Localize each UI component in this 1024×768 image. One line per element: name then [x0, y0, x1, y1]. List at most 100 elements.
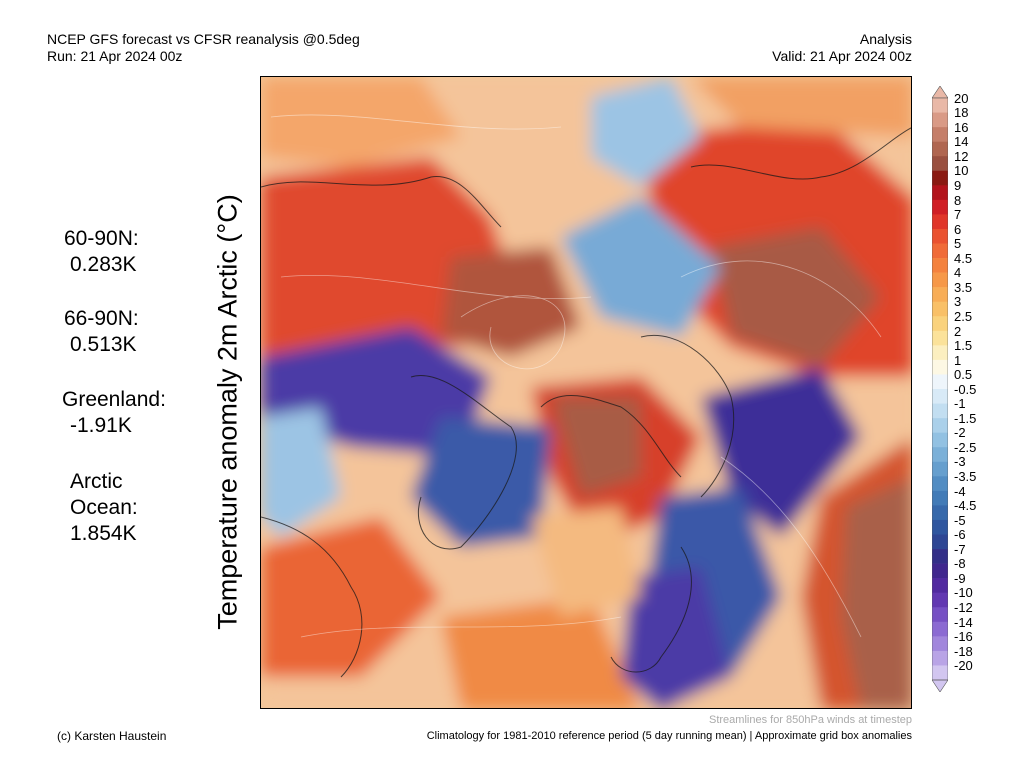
colorbar-swatch — [932, 156, 948, 172]
colorbar-tick-label: -0.5 — [954, 381, 977, 397]
colorbar-swatch — [932, 418, 948, 433]
colorbar-swatch — [932, 228, 948, 244]
colorbar-tick-label: -3 — [954, 454, 966, 470]
colorbar-swatch — [932, 359, 948, 375]
colorbar-swatch — [932, 141, 948, 157]
colorbar-swatch — [932, 549, 948, 564]
colorbar-swatch — [932, 636, 948, 652]
colorbar-tick-label: 16 — [954, 119, 969, 135]
run-label: Run: 21 Apr 2024 00z — [47, 48, 183, 64]
colorbar-tick-label: -1.5 — [954, 410, 977, 426]
colorbar-swatch — [932, 432, 948, 448]
colorbar-tick-label: 20 — [954, 90, 969, 106]
colorbar-swatch — [932, 534, 948, 550]
colorbar-tick-label: 5 — [954, 236, 962, 252]
colorbar-swatch — [932, 563, 948, 579]
colorbar-swatch — [932, 214, 948, 230]
colorbar-tick-label: -4 — [954, 483, 966, 499]
colorbar-max-cap — [932, 86, 948, 99]
colorbar-swatch — [932, 345, 948, 361]
colorbar-swatch — [932, 607, 948, 623]
colorbar-swatch — [932, 185, 948, 201]
colorbar-tick-label: 6 — [954, 221, 962, 237]
colorbar-swatch — [932, 272, 948, 288]
colorbar-swatch — [932, 578, 948, 593]
colorbar-swatch — [932, 199, 948, 215]
colorbar-swatch — [932, 490, 948, 506]
colorbar-tick-label: -3.5 — [954, 469, 977, 484]
climatology-note: Climatology for 1981-2010 reference peri… — [426, 730, 912, 742]
colorbar-swatch — [932, 170, 948, 186]
colorbar-swatch — [932, 461, 948, 477]
stat-arctic-label-2: Ocean: — [70, 496, 138, 519]
colorbar-tick-label: 8 — [954, 192, 962, 208]
colorbar-tick-label: 1.5 — [954, 338, 973, 354]
colorbar-swatch — [932, 243, 948, 259]
copyright: (c) Karsten Haustein — [57, 729, 167, 743]
colorbar — [932, 86, 948, 692]
stat-arctic-label-1: Arctic — [70, 470, 123, 493]
header-left: NCEP GFS forecast vs CFSR reanalysis @0.… — [47, 31, 360, 65]
stat-60-90n-value: 0.283K — [70, 253, 137, 276]
colorbar-tick-label: -2 — [954, 425, 966, 441]
anomaly-map — [260, 76, 912, 709]
colorbar-tick-label: -8 — [954, 556, 966, 572]
colorbar-swatch — [932, 287, 948, 302]
colorbar-tick-label: 0.5 — [954, 367, 973, 383]
stat-60-90n-label: 60-90N: — [64, 227, 139, 250]
colorbar-tick-label: 3 — [954, 294, 962, 310]
map-title: Temperature anomaly 2m Arctic (°C) — [212, 194, 243, 630]
valid-label: Valid: 21 Apr 2024 00z — [772, 48, 912, 64]
title-line-1: NCEP GFS forecast vs CFSR reanalysis @0.… — [47, 31, 360, 47]
colorbar-tick-label: 9 — [954, 178, 962, 193]
colorbar-tick-label: -9 — [954, 570, 966, 586]
stat-arctic-value: 1.854K — [70, 522, 137, 545]
stat-greenland-value: -1.91K — [70, 414, 132, 437]
stat-greenland-label: Greenland: — [62, 388, 166, 411]
colorbar-swatch — [932, 127, 948, 142]
colorbar-swatch — [932, 98, 948, 113]
colorbar-tick-label: 1 — [954, 352, 962, 368]
colorbar-tick-label: -10 — [954, 585, 973, 601]
colorbar-tick-label: 12 — [954, 148, 969, 164]
colorbar-frame — [932, 97, 948, 681]
colorbar-swatch — [932, 476, 948, 492]
colorbar-swatch — [932, 621, 948, 637]
header-right: Analysis Valid: 21 Apr 2024 00z — [772, 31, 912, 65]
colorbar-swatch — [932, 519, 948, 535]
colorbar-swatch — [932, 374, 948, 390]
colorbar-min-cap — [932, 679, 948, 692]
colorbar-swatch — [932, 389, 948, 404]
colorbar-swatch — [932, 316, 948, 332]
colorbar-tick-label: 4.5 — [954, 250, 973, 266]
colorbar-swatch — [932, 592, 948, 608]
colorbar-swatch — [932, 112, 948, 128]
colorbar-tick-label: 14 — [954, 134, 969, 150]
analysis-label: Analysis — [859, 31, 912, 47]
colorbar-tick-label: -5 — [954, 512, 966, 528]
colorbar-tick-label: -4.5 — [954, 498, 977, 514]
colorbar-tick-label: -7 — [954, 541, 966, 557]
colorbar-swatch — [932, 403, 948, 419]
colorbar-tick-label: -18 — [954, 643, 973, 659]
streamlines-note: Streamlines for 850hPa winds at timestep — [709, 714, 912, 726]
colorbar-tick-label: 2 — [954, 323, 962, 339]
colorbar-tick-label: -12 — [954, 599, 973, 615]
colorbar-swatch — [932, 301, 948, 317]
colorbar-tick-label: -14 — [954, 614, 973, 630]
colorbar-swatch — [932, 330, 948, 346]
colorbar-tick-label: -2.5 — [954, 439, 977, 455]
colorbar-swatch — [932, 447, 948, 463]
colorbar-tick-label: 3.5 — [954, 279, 973, 295]
colorbar-tick-label: -6 — [954, 527, 966, 543]
colorbar-tick-label: 10 — [954, 163, 969, 179]
colorbar-swatch — [932, 258, 948, 273]
colorbar-swatch — [932, 665, 948, 681]
colorbar-tick-label: -1 — [954, 396, 966, 412]
stat-66-90n-value: 0.513K — [70, 333, 137, 356]
colorbar-tick-label: 4 — [954, 265, 962, 281]
colorbar-tick-label: 7 — [954, 207, 962, 223]
stat-66-90n-label: 66-90N: — [64, 307, 139, 330]
colorbar-swatch — [932, 650, 948, 666]
colorbar-swatch — [932, 505, 948, 521]
